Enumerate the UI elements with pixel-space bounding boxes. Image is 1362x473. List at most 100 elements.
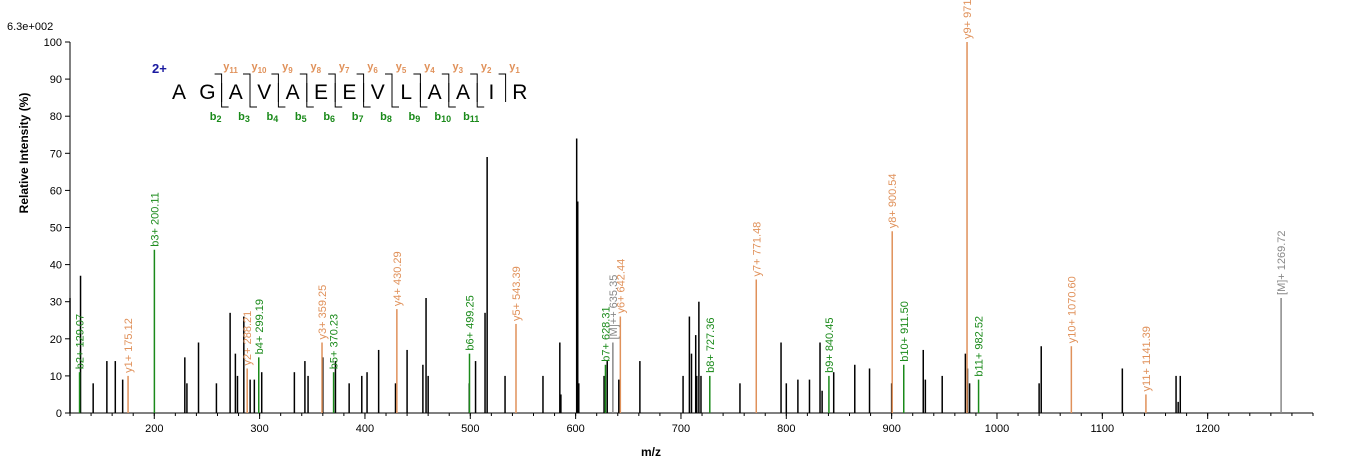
y-tick-label: 0	[56, 408, 62, 420]
y-ion-label: y11	[223, 61, 238, 75]
y-ion-label: y9	[282, 61, 293, 75]
sequence-residue: E	[314, 81, 328, 104]
y-ion-label: y3	[453, 61, 464, 75]
y-ion-label: y1	[509, 61, 520, 75]
b-ion-bracket	[334, 83, 343, 108]
sequence-residue: A	[456, 81, 470, 104]
peak-label-b: b9+ 840.45	[824, 318, 836, 373]
y-ion-label: y5	[396, 61, 407, 75]
y-ion-bracket	[328, 73, 336, 102]
sequence-residue: R	[512, 81, 527, 104]
b-ion-label: b4	[267, 111, 279, 124]
x-tick-label: 200	[145, 423, 163, 435]
y-tick-label: 100	[44, 37, 62, 49]
b-ion-label: b6	[323, 111, 335, 124]
x-tick-label: 1100	[1090, 423, 1114, 435]
y-tick-label: 60	[50, 185, 62, 197]
x-tick-label: 1000	[985, 423, 1009, 435]
x-tick-label: 500	[461, 423, 479, 435]
b-ion-bracket	[448, 83, 456, 108]
x-tick-label: 600	[566, 423, 584, 435]
y-ion-bracket	[299, 73, 308, 102]
b-ion-bracket	[306, 83, 314, 108]
peak-label-y: y7+ 771.48	[751, 222, 763, 277]
b-ion-label: b7	[352, 111, 364, 124]
y-ion-label: y7	[339, 61, 350, 75]
b-ion-label: b3	[238, 111, 250, 124]
x-tick-label: 900	[882, 423, 900, 435]
x-axis-title: m/z	[641, 445, 661, 459]
peak-labels: b2+ 129.07 y1+ 175.12 b3+ 200.11 y2+ 288.21…	[75, 0, 1289, 391]
charge-state-label: 2+	[152, 61, 167, 76]
peak-label-y: y5+ 543.39	[511, 266, 523, 321]
chart-axes: 0 10 20 30 40 50 60 70 80 90 100 200 300 400 500 600 700…	[44, 37, 1314, 435]
peak-label-y: y1+ 175.12	[123, 318, 135, 373]
peak-label-y: y11+ 1141.39	[1141, 326, 1153, 391]
y-ion-bracket	[243, 73, 251, 102]
sequence-residue: V	[371, 81, 385, 104]
y-ion-label: y10	[251, 61, 267, 75]
sequence-residue: G	[199, 81, 215, 104]
sequence-residue: I	[488, 81, 494, 104]
peak-label-b: b4+ 299.19	[254, 299, 266, 354]
peak-label-y: y4+ 430.29	[392, 251, 404, 306]
b-ion-bracket	[221, 83, 229, 108]
y-tick-label: 20	[50, 334, 62, 346]
y-ion-bracket	[470, 73, 478, 102]
y-ion-bracket	[271, 73, 279, 102]
sequence-residue: E	[342, 81, 356, 104]
x-tick-label: 700	[672, 423, 690, 435]
b-ion-bracket	[277, 83, 286, 108]
sequence-residue: A	[428, 81, 442, 104]
b-ion-label: b11	[463, 111, 479, 124]
peak-label-b: b10+ 911.50	[899, 301, 911, 362]
y-tick-label: 40	[50, 260, 62, 272]
x-tick-label: 400	[356, 423, 374, 435]
peak-label-y: y3+ 359.25	[317, 285, 329, 340]
y-axis-title: Relative Intensity (%)	[17, 93, 31, 214]
peak-label-y: y10+ 1070.60	[1066, 276, 1078, 343]
b-ion-label: b2	[210, 111, 222, 124]
y-ion-bracket	[214, 73, 223, 102]
peak-label-b: b11+ 982.52	[974, 316, 986, 377]
y-tick-label: 90	[50, 74, 62, 86]
sequence-residue: A	[172, 81, 186, 104]
y-tick-label: 30	[50, 297, 62, 309]
y-ion-label: y8	[311, 61, 322, 75]
b-ion-bracket	[476, 83, 485, 108]
y-tick-label: 10	[50, 371, 62, 383]
y-ion-label: y2	[481, 61, 492, 75]
b-ion-bracket	[391, 83, 399, 108]
peak-label-y: y8+ 900.54	[887, 173, 899, 228]
peak-label-precursor: [M]++ 635.35	[608, 275, 620, 340]
peak-label-y: y2+ 288.21	[242, 311, 254, 366]
peak-bars	[69, 42, 1282, 413]
y-ion-bracket	[441, 73, 450, 102]
peak-label-b: b8+ 727.36	[705, 318, 717, 373]
y-ion-bracket	[385, 73, 393, 102]
y-ion-label: y4	[424, 61, 435, 75]
x-tick-label: 300	[250, 423, 268, 435]
y-tick-label: 80	[50, 111, 62, 123]
y-ion-bracket	[413, 73, 421, 102]
b-ion-label: b5	[295, 111, 307, 124]
b-ion-bracket	[363, 83, 371, 108]
intensity-scale-label: 6.3e+002	[7, 21, 53, 33]
y-tick-label: 50	[50, 223, 62, 235]
sequence-residue: L	[400, 81, 412, 104]
sequence-residue: V	[257, 81, 271, 104]
sequence-residue: A	[229, 81, 243, 104]
y-tick-label: 70	[50, 148, 62, 160]
y-ion-label: y6	[367, 61, 378, 75]
y-ion-bracket	[356, 73, 365, 102]
b-ion-bracket	[419, 83, 428, 108]
y-ion-bracket	[498, 73, 507, 102]
peak-label-b: b3+ 200.11	[149, 192, 161, 247]
b-ion-bracket	[249, 83, 257, 108]
x-tick-label: 800	[777, 423, 795, 435]
b-ion-label: b8	[380, 111, 392, 124]
peak-label-y: y6+ 642.44	[615, 259, 627, 314]
peak-label-precursor: [M]+ 1269.72	[1276, 230, 1288, 295]
